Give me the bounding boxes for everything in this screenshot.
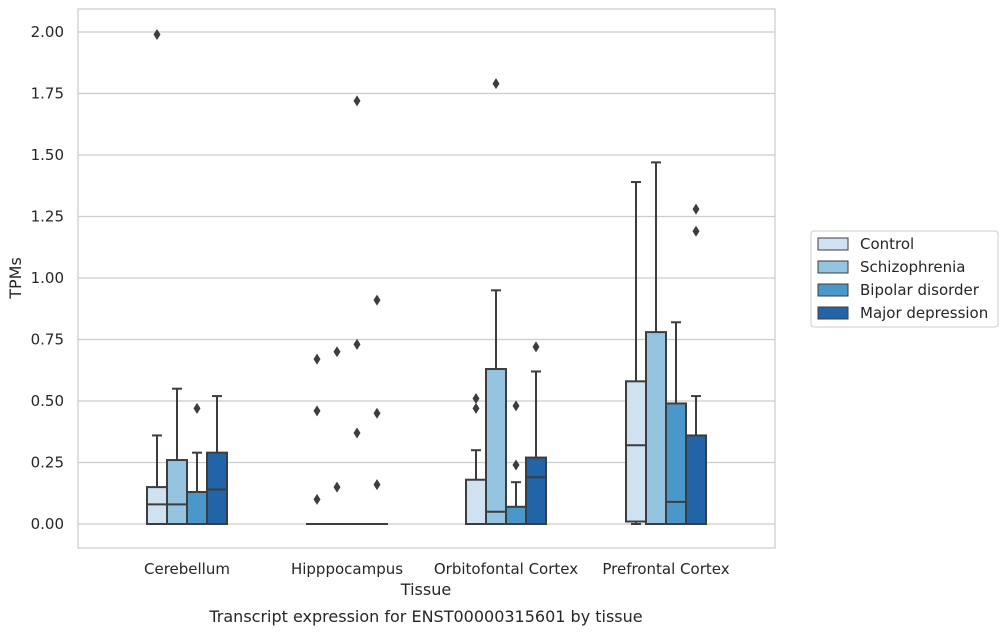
legend-label: Major depression <box>860 304 988 322</box>
x-tick-label: Cerebellum <box>144 560 230 578</box>
outlier-point <box>353 427 361 439</box>
outlier-point <box>333 481 341 493</box>
box-group <box>306 353 328 526</box>
legend: Control Schizophrenia Bipolar disorder Majo… <box>810 230 999 328</box>
x-axis-label: Tissue <box>400 580 451 599</box>
legend-swatch <box>817 260 849 274</box>
y-tick-label: 0.25 <box>31 454 64 472</box>
legend-swatch <box>817 283 849 297</box>
y-tick-label: 1.75 <box>31 85 64 103</box>
outlier-point <box>373 479 381 491</box>
y-tick-labels: 0.00 0.25 0.50 0.75 1.00 1.25 1.50 1.75 2.00 <box>31 23 64 533</box>
y-axis-label: TPMs <box>6 257 25 300</box>
outlier-point <box>472 402 480 414</box>
y-tick-label: 2.00 <box>31 23 64 41</box>
box <box>625 380 647 523</box>
box-group <box>166 387 188 526</box>
legend-label: Control <box>860 235 914 253</box>
box <box>465 478 487 525</box>
outlier-point <box>692 225 700 237</box>
box <box>525 456 547 525</box>
outlier-point <box>692 203 700 215</box>
outlier-point <box>472 393 480 405</box>
outlier-point <box>532 341 540 353</box>
outlier-point <box>193 402 201 414</box>
grid-lines <box>78 31 775 525</box>
box-group <box>346 95 368 526</box>
box <box>485 368 507 525</box>
y-tick-label: 1.50 <box>31 146 64 164</box>
box-group <box>326 346 348 526</box>
box <box>645 331 667 525</box>
outlier-point <box>153 28 161 40</box>
legend-frame <box>810 230 999 328</box>
box <box>505 505 527 525</box>
box-group <box>485 78 507 525</box>
box <box>665 402 687 525</box>
legend-label: Bipolar disorder <box>860 281 980 299</box>
box-group <box>665 321 687 525</box>
outlier-point <box>333 346 341 358</box>
box <box>146 486 168 526</box>
y-tick-label: 0.75 <box>31 331 64 349</box>
legend-swatch <box>817 306 849 320</box>
box-group <box>685 203 707 525</box>
outlier-point <box>313 493 321 505</box>
box-plot-marks <box>146 28 707 526</box>
outlier-point <box>492 78 500 90</box>
x-tick-label: Orbitofontal Cortex <box>434 560 578 578</box>
outlier-point <box>353 338 361 350</box>
box-group <box>525 341 547 525</box>
outlier-point <box>313 353 321 365</box>
x-tick-labels: Cerebellum Hipppocampus Orbitofontal Corte… <box>144 560 730 578</box>
box <box>685 434 707 525</box>
chart-caption: Transcript expression for ENST0000031560… <box>208 607 642 626</box>
box <box>186 491 208 525</box>
outlier-point <box>373 407 381 419</box>
outlier-point <box>512 400 520 412</box>
outlier-point <box>512 459 520 471</box>
plot-frame <box>77 8 776 549</box>
outlier-point <box>313 405 321 417</box>
outlier-point <box>353 95 361 107</box>
box-group <box>186 402 208 525</box>
box-group <box>465 393 487 525</box>
legend-label: Schizophrenia <box>860 258 965 276</box>
outlier-point <box>373 294 381 306</box>
x-tick-label: Prefrontal Cortex <box>602 560 729 578</box>
box-group <box>625 181 647 525</box>
box-group <box>206 395 228 525</box>
legend-swatch <box>817 237 849 251</box>
box <box>166 459 188 526</box>
x-tick-label: Hipppocampus <box>291 560 403 578</box>
y-tick-label: 0.50 <box>31 392 64 410</box>
box <box>206 451 228 525</box>
box-group <box>366 294 388 526</box>
y-tick-label: 0.00 <box>31 515 64 533</box>
y-tick-label: 1.25 <box>31 208 64 226</box>
box-group <box>146 28 168 526</box>
y-tick-label: 1.00 <box>31 269 64 287</box>
box-group <box>505 400 527 525</box>
